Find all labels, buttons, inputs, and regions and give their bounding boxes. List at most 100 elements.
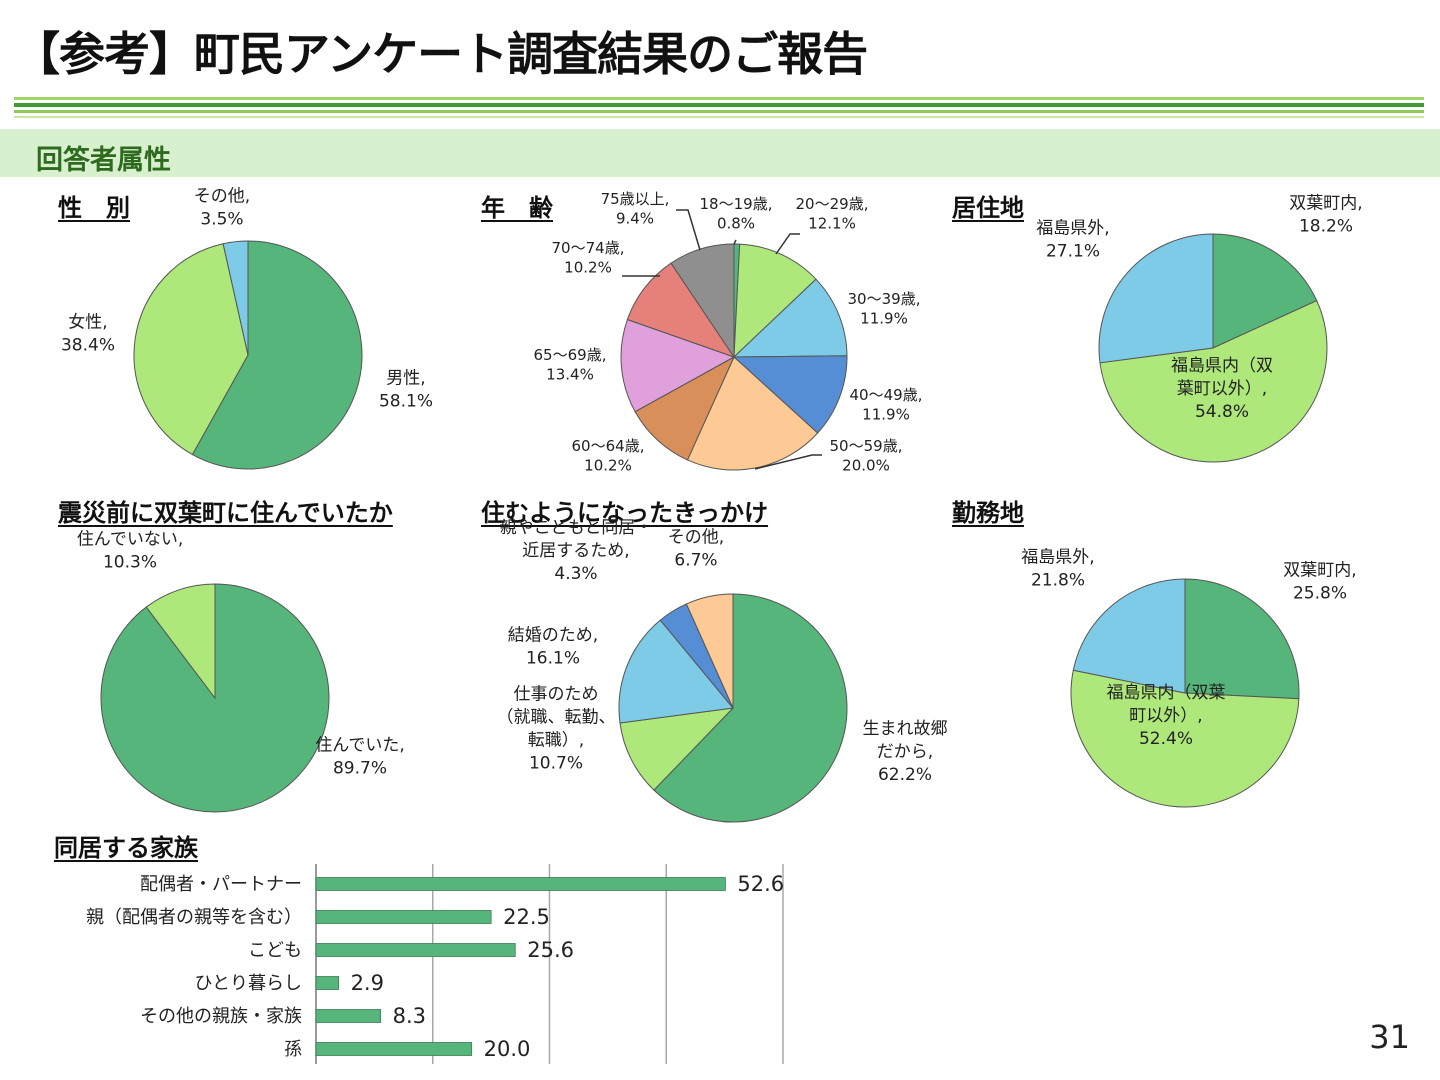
bar-3: [315, 976, 339, 990]
pie-label-2-1-1: 葉町以外）,: [1177, 379, 1267, 399]
bar-value-label-0: 52.6: [737, 872, 784, 896]
bar-category-label-5: 孫: [284, 1039, 302, 1060]
pie-slice-5-2: [1072, 578, 1186, 694]
pie-label-2-2-0: 福島県外,: [1036, 219, 1109, 239]
pie-label-4-4-0: その他,: [668, 528, 724, 548]
bar-category-label-4: その他の親族・家族: [140, 1006, 302, 1027]
pie-label-5-1-2: 52.4%: [1139, 729, 1193, 749]
pie-label-4-2-1: 16.1%: [526, 649, 580, 669]
pie-slice-1-2: [732, 278, 848, 358]
pie-label-1-6-0: 65～69歳,: [534, 346, 607, 364]
pie-slice-3-1: [145, 583, 216, 700]
bar-value-label-2: 25.6: [527, 938, 574, 962]
pie-label-0-0-0: 男性,: [386, 369, 425, 389]
pie-label-4-1-2: 転職）,: [528, 731, 584, 751]
bar-category-label-1: 親（配偶者の親等を含む）: [86, 907, 302, 928]
pie-slice-1-7: [626, 262, 736, 358]
lived-before-chart-title: 震災前に双葉町に住んでいたか: [58, 499, 393, 527]
pie-label-0-2-0: その他,: [194, 187, 250, 207]
pie-label-4-3-2: 4.3%: [554, 564, 597, 584]
pie-label-4-0-0: 生まれ故郷: [863, 719, 948, 739]
pie-label-4-1-1: （就職、転勤、: [497, 708, 616, 728]
pie-label-5-0-0: 双葉町内,: [1283, 561, 1356, 581]
leader-line-1-0: [733, 239, 737, 245]
pie-slice-1-1: [733, 243, 817, 359]
pie-slice-2-0: [1212, 233, 1318, 349]
pie-label-1-1-0: 20～29歳,: [796, 195, 869, 213]
page-number: 31: [1369, 1018, 1410, 1056]
bar-category-label-3: ひとり暮らし: [195, 973, 302, 994]
pie-label-1-2-0: 30～39歳,: [848, 290, 921, 308]
pie-label-1-8-0: 75歳以上,: [601, 190, 670, 208]
pie-chart-3: 住んでいた, 89.7% 住んでいない, 10.3%: [77, 530, 405, 813]
pie-label-0-2-1: 3.5%: [200, 210, 243, 230]
pie-slice-4-1: [619, 707, 735, 791]
pie-label-3-0-0: 住んでいた,: [315, 736, 405, 756]
pie-label-4-0-2: 62.2%: [878, 765, 932, 785]
pie-slice-5-0: [1184, 578, 1300, 700]
pie-slice-0-0: [191, 240, 363, 470]
pie-slice-1-4: [686, 356, 819, 471]
bar-2: [315, 943, 516, 957]
section-heading: 回答者属性: [36, 145, 171, 176]
pie-label-5-1-0: 福島県内（双葉: [1107, 683, 1226, 703]
family-chart-title: 同居する家族: [54, 834, 198, 862]
pie-label-2-1-0: 福島県内（双: [1171, 356, 1273, 376]
pie-slice-0-1: [133, 243, 249, 456]
pie-label-1-1-1: 12.1%: [808, 215, 856, 233]
pie-label-1-5-1: 10.2%: [584, 457, 632, 475]
bar-category-label-0: 配偶者・パートナー: [140, 874, 302, 895]
pie-label-2-2-1: 27.1%: [1046, 242, 1100, 262]
pie-label-1-4-0: 50～59歳,: [830, 437, 903, 455]
pie-label-1-8-1: 9.4%: [616, 210, 654, 228]
pie-label-1-0-1: 0.8%: [717, 215, 755, 233]
pie-label-2-0-1: 18.2%: [1299, 217, 1353, 237]
pie-slice-1-6: [620, 318, 736, 413]
pie-chart-0: 男性, 58.1% 女性, 38.4% その他, 3.5%: [61, 187, 433, 470]
header-rule-3: [14, 110, 1424, 113]
pie-label-4-3-1: 近居するため,: [522, 541, 629, 561]
pie-label-0-1-1: 38.4%: [61, 336, 115, 356]
section-band: [0, 129, 1440, 177]
pie-slice-2-2: [1098, 233, 1214, 364]
header-rule-1: [14, 97, 1424, 100]
pie-label-1-7-1: 10.2%: [564, 259, 612, 277]
pie-slice-4-0: [653, 593, 848, 823]
pie-label-3-1-1: 10.3%: [103, 553, 157, 573]
pie-label-1-6-1: 13.4%: [546, 366, 594, 384]
leader-line-1-1: [775, 233, 800, 255]
pie-label-4-1-0: 仕事のため: [514, 685, 599, 705]
pie-label-2-0-0: 双葉町内,: [1289, 194, 1362, 214]
pie-label-3-1-0: 住んでいない,: [77, 530, 184, 550]
pie-slice-2-1: [1099, 299, 1328, 463]
pie-label-5-2-0: 福島県外,: [1021, 548, 1094, 568]
leader-line-1-8: [676, 209, 701, 251]
header-rule-2: [14, 103, 1424, 107]
bar-value-label-4: 8.3: [393, 1004, 426, 1028]
pie-slice-0-2: [222, 240, 249, 356]
residence-chart-title: 居住地: [952, 194, 1024, 222]
pie-chart-1: 18～19歳, 0.8% 20～29歳, 12.1% 30～39歳, 11.9% 40～49…: [534, 190, 923, 475]
pie-label-1-5-0: 60～64歳,: [572, 437, 645, 455]
pie-label-5-0-1: 25.8%: [1293, 584, 1347, 604]
reason-chart-title: 住むようになったきっかけ: [481, 499, 769, 527]
header-rule-4: [14, 116, 1424, 118]
pie-slice-1-8: [670, 243, 735, 359]
pie-label-1-2-1: 11.9%: [860, 310, 908, 328]
bar-1: [315, 910, 492, 924]
bar-value-label-3: 2.9: [351, 971, 384, 995]
pie-label-0-1-0: 女性,: [68, 313, 107, 333]
gender-chart-title: 性 別: [58, 194, 130, 222]
bar-value-label-5: 20.0: [484, 1037, 531, 1061]
pie-label-5-2-1: 21.8%: [1031, 571, 1085, 591]
pie-label-1-3-0: 40～49歳,: [850, 386, 923, 404]
page-title: 【参考】町民アンケート調査結果のご報告: [14, 27, 868, 81]
pie-slice-1-5: [634, 355, 736, 461]
pie-label-4-1-3: 10.7%: [529, 754, 583, 774]
pie-slice-4-4: [685, 593, 734, 709]
pie-label-1-4-1: 20.0%: [842, 457, 890, 475]
bar-value-label-1: 22.5: [503, 905, 550, 929]
